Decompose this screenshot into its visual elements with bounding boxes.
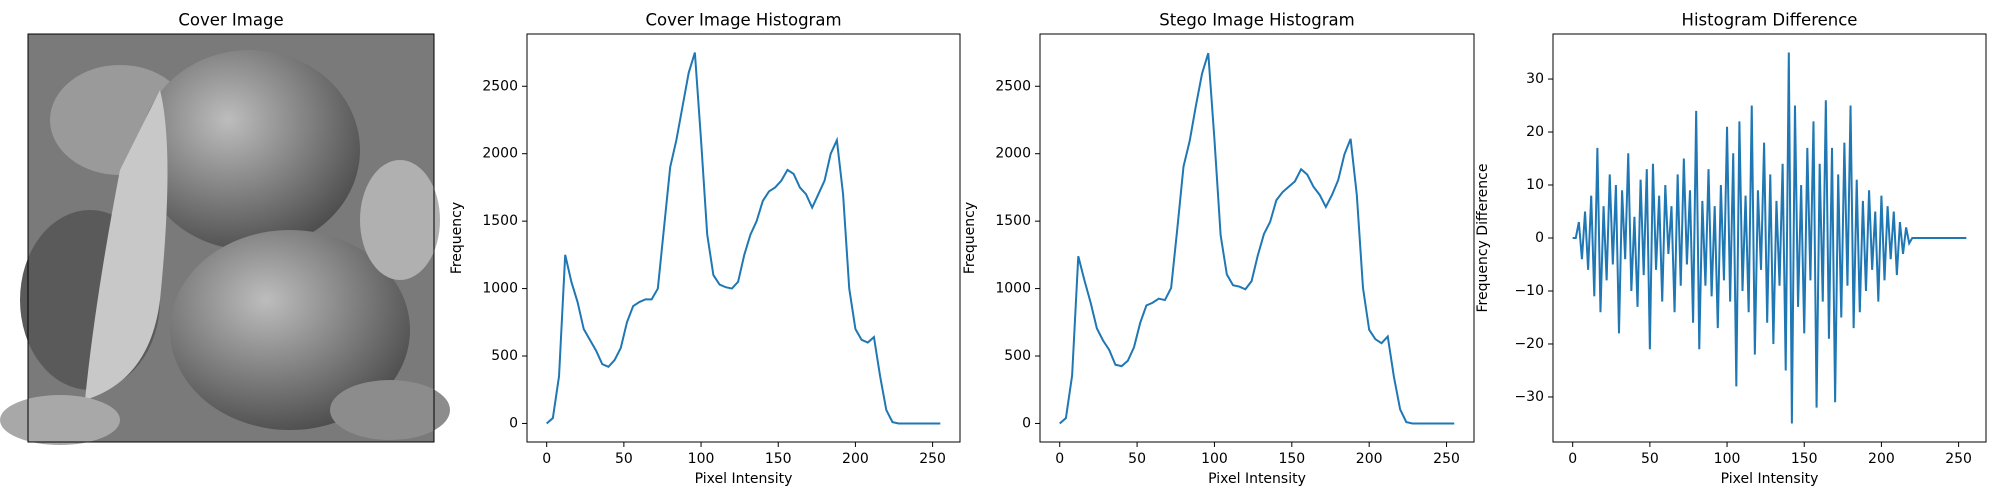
x-tick-label: 250 (1945, 451, 1972, 467)
y-tick-label: 10 (1526, 177, 1544, 193)
x-tick-label: 0 (1568, 451, 1577, 467)
data-line (546, 52, 941, 425)
y-tick-label: 2000 (482, 146, 518, 162)
x-tick-label: 150 (1278, 451, 1305, 467)
y-axis-label: Frequency (962, 202, 978, 274)
x-tick-label: 250 (919, 451, 946, 467)
y-tick-label: 2500 (995, 78, 1031, 94)
y-axis-label: Frequency (449, 202, 465, 274)
x-axis-label: Pixel Intensity (695, 471, 793, 487)
y-axis-label: Frequency Difference (1475, 164, 1491, 313)
x-tick-label: 150 (765, 451, 792, 467)
x-tick-label: 200 (842, 451, 869, 467)
y-tick-label: 30 (1526, 71, 1544, 87)
axes-frame (1552, 33, 1987, 443)
y-tick-label: 1000 (482, 281, 518, 297)
x-axis-label: Pixel Intensity (1721, 471, 1819, 487)
y-tick-label: 0 (1535, 230, 1544, 246)
chart-title: Cover Image (178, 11, 283, 30)
x-tick-label: 250 (1433, 451, 1460, 467)
y-tick-label: 0 (509, 415, 518, 431)
y-tick-label: −10 (1514, 283, 1544, 299)
x-tick-label: 50 (1128, 451, 1146, 467)
x-tick-label: 50 (615, 451, 633, 467)
cover-image (0, 34, 450, 445)
axes-frame (526, 33, 961, 443)
y-tick-label: 2500 (482, 78, 518, 94)
axes-frame (1039, 33, 1475, 443)
image-frame (27, 33, 435, 443)
y-tick-label: 1000 (995, 281, 1031, 297)
x-tick-label: 0 (542, 451, 551, 467)
x-tick-label: 100 (688, 451, 715, 467)
y-tick-label: 2000 (995, 146, 1031, 162)
y-tick-label: 500 (491, 348, 518, 364)
chart-title: Cover Image Histogram (645, 11, 841, 30)
x-tick-label: 150 (1791, 451, 1818, 467)
x-tick-label: 100 (1201, 451, 1228, 467)
y-tick-label: 0 (1022, 415, 1031, 431)
x-tick-label: 50 (1641, 451, 1659, 467)
x-tick-label: 200 (1868, 451, 1895, 467)
x-tick-label: 0 (1055, 451, 1064, 467)
y-tick-label: 1500 (995, 213, 1031, 229)
chart-title: Histogram Difference (1682, 11, 1858, 30)
chart-title: Stego Image Histogram (1159, 11, 1354, 30)
y-tick-label: 500 (1004, 348, 1031, 364)
x-tick-label: 100 (1714, 451, 1741, 467)
y-tick-label: 20 (1526, 124, 1544, 140)
x-axis-label: Pixel Intensity (1208, 471, 1306, 487)
y-tick-label: −20 (1514, 336, 1544, 352)
data-line (1059, 52, 1455, 425)
x-tick-label: 200 (1356, 451, 1383, 467)
y-tick-label: −30 (1514, 389, 1544, 405)
y-tick-label: 1500 (482, 213, 518, 229)
data-line (1572, 52, 1967, 424)
